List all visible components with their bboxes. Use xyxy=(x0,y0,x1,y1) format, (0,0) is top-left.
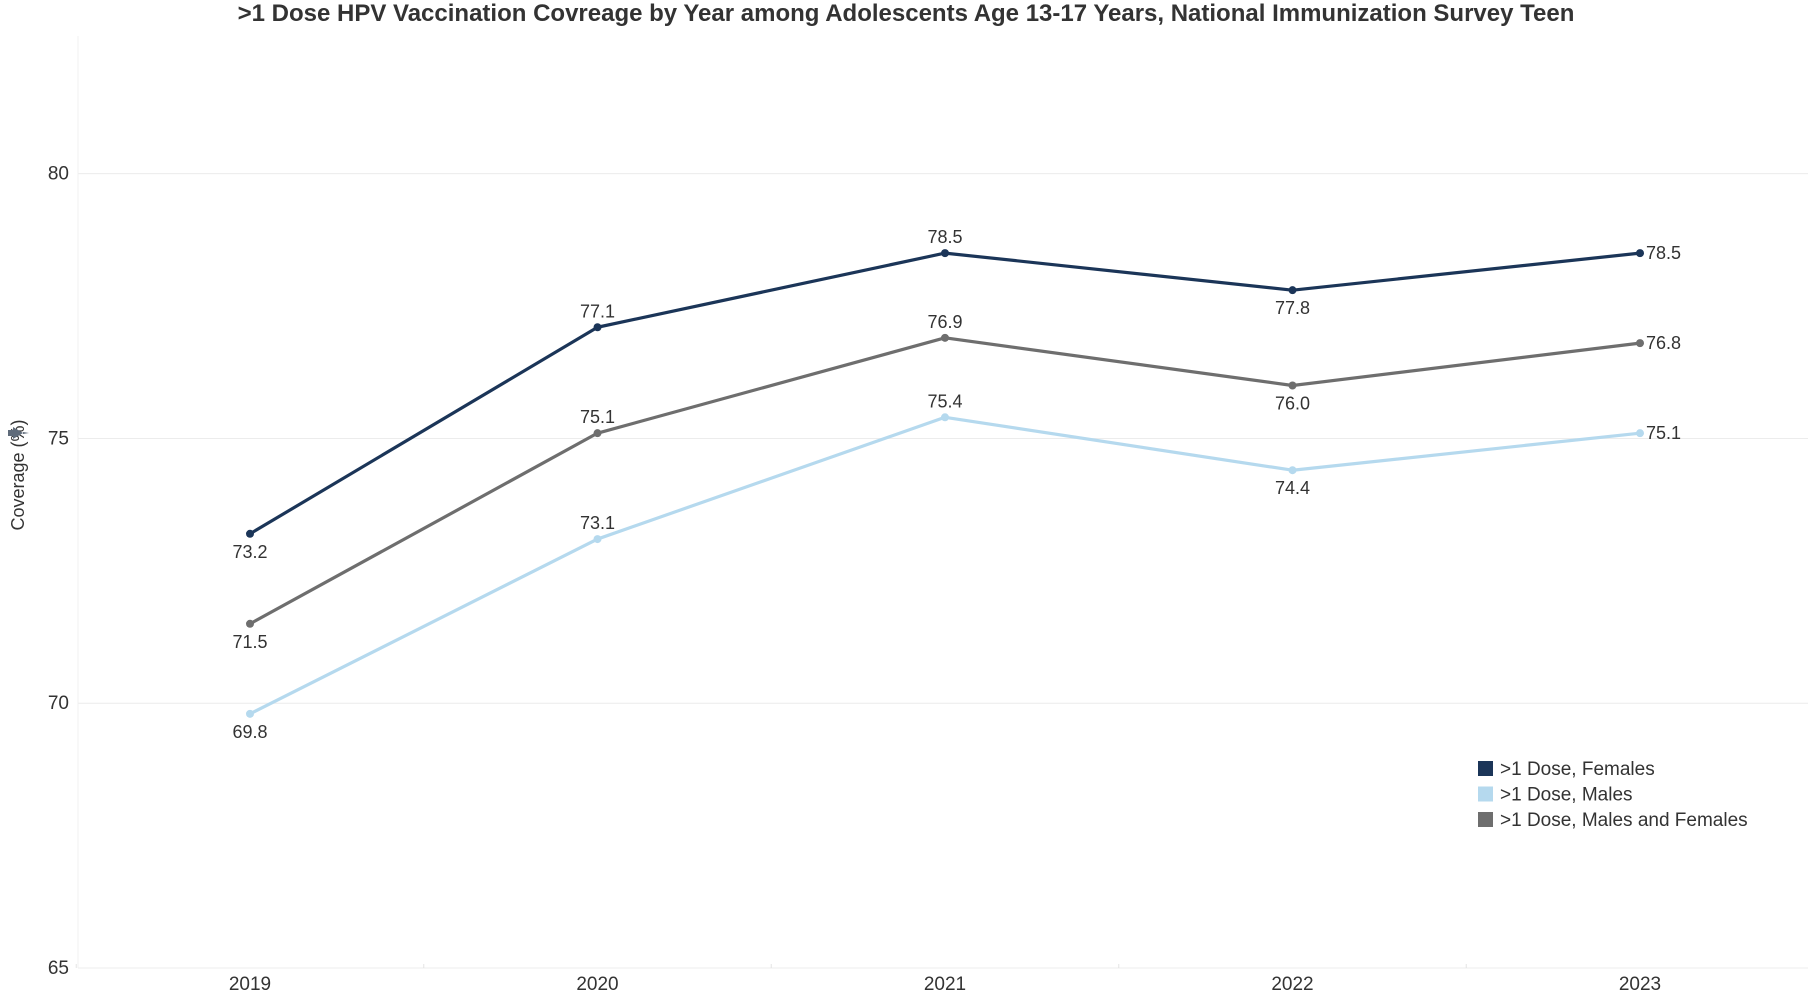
x-tick-label: 2021 xyxy=(924,974,966,995)
legend: >1 Dose, Females >1 Dose, Males >1 Dose, M… xyxy=(1478,759,1748,831)
data-label: 77.8 xyxy=(1275,298,1310,318)
pin-icon[interactable] xyxy=(8,427,29,439)
data-point[interactable] xyxy=(1288,286,1297,295)
y-axis-title: Coverage (%) xyxy=(8,419,28,530)
data-point[interactable] xyxy=(1288,466,1297,475)
data-point[interactable] xyxy=(1636,339,1644,348)
data-point[interactable] xyxy=(593,323,602,332)
legend-label: >1 Dose, Females xyxy=(1500,759,1655,780)
x-tick-label: 2020 xyxy=(576,974,618,995)
data-labels: 73.2 77.1 78.5 77.8 78.5 69.8 73.1 75.4 74.4 75.1… xyxy=(232,227,1681,742)
series-lines xyxy=(246,249,1644,718)
data-label: 75.1 xyxy=(1646,423,1681,443)
y-tick-label: 80 xyxy=(48,164,69,185)
data-point[interactable] xyxy=(593,535,602,544)
legend-swatch xyxy=(1478,761,1493,776)
data-label: 75.1 xyxy=(580,407,615,427)
data-label: 69.8 xyxy=(232,722,267,742)
series-line xyxy=(249,415,1641,716)
series-1 xyxy=(246,249,1644,538)
data-label: 73.1 xyxy=(580,513,615,533)
data-point[interactable] xyxy=(246,529,254,538)
data-point[interactable] xyxy=(1636,429,1644,438)
legend-swatch xyxy=(1478,812,1493,827)
y-tick-label: 75 xyxy=(48,428,69,449)
x-tick-label: 2019 xyxy=(229,974,271,995)
data-label: 76.0 xyxy=(1275,394,1310,414)
data-point[interactable] xyxy=(593,429,602,438)
y-axis-ticks: 65 70 75 80 xyxy=(48,164,69,979)
y-tick-label: 70 xyxy=(48,693,69,714)
data-label: 77.1 xyxy=(580,301,615,321)
x-tick-label: 2022 xyxy=(1271,974,1313,995)
series-3 xyxy=(246,333,1644,628)
legend-swatch xyxy=(1478,786,1493,802)
data-point[interactable] xyxy=(941,333,949,342)
data-label: 75.4 xyxy=(927,391,962,411)
data-label: 76.8 xyxy=(1646,333,1681,353)
data-point[interactable] xyxy=(941,249,949,258)
data-label: 71.5 xyxy=(232,632,267,652)
data-point[interactable] xyxy=(246,619,254,628)
data-point[interactable] xyxy=(1636,249,1644,258)
data-label: 78.5 xyxy=(1646,243,1681,263)
data-label: 76.9 xyxy=(927,312,962,332)
data-point[interactable] xyxy=(1288,381,1297,390)
x-tick-label: 2023 xyxy=(1619,974,1661,995)
legend-item[interactable]: >1 Dose, Males and Females xyxy=(1478,810,1748,831)
series-line xyxy=(249,336,1641,626)
data-point[interactable] xyxy=(246,709,254,718)
legend-item[interactable]: >1 Dose, Males xyxy=(1478,785,1633,806)
chart-title: >1 Dose HPV Vaccination Covreage by Year… xyxy=(238,0,1575,27)
legend-label: >1 Dose, Males and Females xyxy=(1500,810,1748,831)
data-label: 74.4 xyxy=(1275,478,1310,498)
grid xyxy=(75,36,1808,969)
x-axis-ticks: 2019 2020 2021 2022 2023 xyxy=(229,974,1661,995)
legend-item[interactable]: >1 Dose, Females xyxy=(1478,759,1655,780)
y-tick-label: 65 xyxy=(48,958,69,979)
data-label: 78.5 xyxy=(927,227,962,247)
legend-label: >1 Dose, Males xyxy=(1500,785,1633,806)
series-2 xyxy=(246,413,1644,718)
data-label: 73.2 xyxy=(232,542,267,562)
data-point[interactable] xyxy=(941,413,949,422)
y-axis-title-group: Coverage (%) xyxy=(8,419,28,530)
